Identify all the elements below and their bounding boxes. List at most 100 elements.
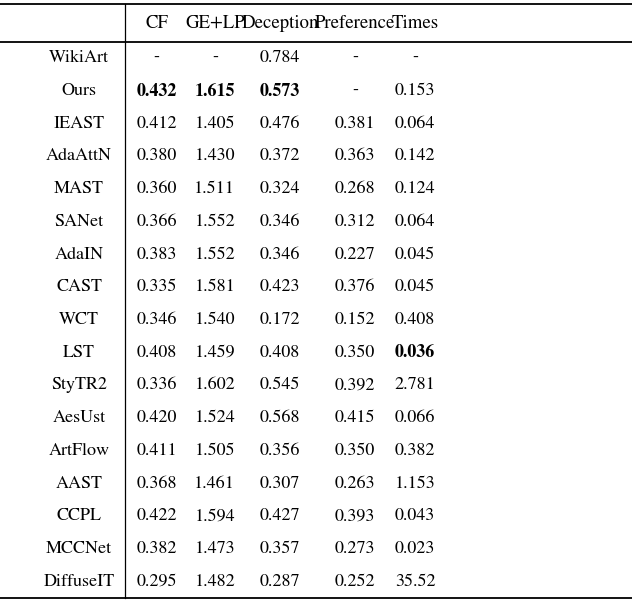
Text: 0.066: 0.066 <box>395 410 435 426</box>
Text: 0.382: 0.382 <box>137 541 177 557</box>
Text: 1.430: 1.430 <box>195 149 235 164</box>
Text: 0.784: 0.784 <box>260 51 300 66</box>
Text: DiffuseIT: DiffuseIT <box>44 574 114 589</box>
Text: 0.350: 0.350 <box>335 345 375 361</box>
Text: 0.573: 0.573 <box>260 82 300 99</box>
Text: 1.482: 1.482 <box>195 574 235 589</box>
Text: 0.427: 0.427 <box>260 508 300 524</box>
Text: IEAST: IEAST <box>54 116 104 132</box>
Text: 35.52: 35.52 <box>395 574 435 589</box>
Text: 0.036: 0.036 <box>395 344 435 361</box>
Text: 1.461: 1.461 <box>195 476 235 491</box>
Text: 0.412: 0.412 <box>137 116 177 132</box>
Text: 0.372: 0.372 <box>260 149 300 164</box>
Text: 0.263: 0.263 <box>335 476 375 491</box>
Text: 0.422: 0.422 <box>137 508 177 524</box>
Text: -: - <box>352 51 358 66</box>
Text: 0.382: 0.382 <box>395 443 435 459</box>
Text: 0.268: 0.268 <box>335 181 375 197</box>
Text: 0.346: 0.346 <box>260 214 300 230</box>
Text: 1.602: 1.602 <box>195 377 235 394</box>
Text: 0.023: 0.023 <box>395 541 435 557</box>
Text: 0.152: 0.152 <box>335 312 375 328</box>
Text: 0.393: 0.393 <box>335 508 375 524</box>
Text: 0.346: 0.346 <box>260 247 300 262</box>
Text: 1.615: 1.615 <box>195 82 235 99</box>
Text: 1.524: 1.524 <box>195 410 235 426</box>
Text: 0.363: 0.363 <box>335 149 375 164</box>
Text: ArtFlow: ArtFlow <box>49 443 109 459</box>
Text: Ours: Ours <box>61 83 97 99</box>
Text: 0.380: 0.380 <box>137 149 177 164</box>
Text: 0.368: 0.368 <box>137 476 177 491</box>
Text: 0.408: 0.408 <box>137 345 177 361</box>
Text: AdaIN: AdaIN <box>54 247 104 262</box>
Text: LST: LST <box>63 345 95 361</box>
Text: 0.295: 0.295 <box>137 574 177 589</box>
Text: 0.366: 0.366 <box>137 214 177 230</box>
Text: 0.376: 0.376 <box>335 279 375 296</box>
Text: 0.307: 0.307 <box>260 476 300 491</box>
Text: 0.350: 0.350 <box>335 443 375 459</box>
Text: 1.459: 1.459 <box>195 345 235 361</box>
Text: 0.383: 0.383 <box>137 247 177 262</box>
Text: 0.045: 0.045 <box>395 247 435 262</box>
Text: Deception: Deception <box>241 14 319 31</box>
Text: 1.552: 1.552 <box>195 214 235 230</box>
Text: -: - <box>154 51 160 66</box>
Text: 1.594: 1.594 <box>195 508 235 524</box>
Text: 0.324: 0.324 <box>260 181 300 197</box>
Text: 0.408: 0.408 <box>395 312 435 328</box>
Text: GE+LP: GE+LP <box>185 14 245 31</box>
Text: 0.287: 0.287 <box>260 574 300 589</box>
Text: 0.357: 0.357 <box>260 541 300 557</box>
Text: WCT: WCT <box>59 312 99 328</box>
Text: -: - <box>352 83 358 99</box>
Text: 1.552: 1.552 <box>195 247 235 262</box>
Text: 2.781: 2.781 <box>395 377 435 394</box>
Text: 0.142: 0.142 <box>395 149 435 164</box>
Text: 0.545: 0.545 <box>260 377 300 394</box>
Text: AdaAttN: AdaAttN <box>46 149 112 164</box>
Text: 1.511: 1.511 <box>195 181 235 197</box>
Text: 1.153: 1.153 <box>395 476 435 491</box>
Text: 0.312: 0.312 <box>335 214 375 230</box>
Text: 1.540: 1.540 <box>195 312 235 328</box>
Text: 0.420: 0.420 <box>137 410 177 426</box>
Text: 0.392: 0.392 <box>335 377 375 394</box>
Text: 0.335: 0.335 <box>137 279 177 296</box>
Text: WikiArt: WikiArt <box>49 51 109 66</box>
Text: 0.415: 0.415 <box>335 410 375 426</box>
Text: Times: Times <box>392 14 439 31</box>
Text: 0.045: 0.045 <box>395 279 435 296</box>
Text: 0.360: 0.360 <box>137 181 177 197</box>
Text: 1.473: 1.473 <box>195 541 235 557</box>
Text: 0.064: 0.064 <box>395 214 435 230</box>
Text: 0.227: 0.227 <box>335 247 375 262</box>
Text: 0.153: 0.153 <box>395 83 435 99</box>
Text: 1.405: 1.405 <box>195 116 235 132</box>
Text: Preference: Preference <box>315 14 396 31</box>
Text: StyTR2: StyTR2 <box>51 377 107 394</box>
Text: 0.432: 0.432 <box>137 82 177 99</box>
Text: 0.408: 0.408 <box>260 345 300 361</box>
Text: AAST: AAST <box>56 476 102 491</box>
Text: 0.043: 0.043 <box>395 508 435 524</box>
Text: SANet: SANet <box>54 214 104 230</box>
Text: 0.411: 0.411 <box>137 443 177 459</box>
Text: -: - <box>212 51 218 66</box>
Text: 1.581: 1.581 <box>195 279 235 296</box>
Text: MCCNet: MCCNet <box>46 541 112 557</box>
Text: 0.336: 0.336 <box>137 377 177 394</box>
Text: 0.476: 0.476 <box>260 116 300 132</box>
Text: 0.356: 0.356 <box>260 443 300 459</box>
Text: AesUst: AesUst <box>52 410 106 426</box>
Text: 0.124: 0.124 <box>395 181 435 197</box>
Text: 0.568: 0.568 <box>260 410 300 426</box>
Text: CAST: CAST <box>56 279 102 296</box>
Text: CF: CF <box>145 14 168 31</box>
Text: 0.252: 0.252 <box>335 574 375 589</box>
Text: MAST: MAST <box>54 181 104 197</box>
Text: 0.273: 0.273 <box>335 541 375 557</box>
Text: CCPL: CCPL <box>56 508 102 524</box>
